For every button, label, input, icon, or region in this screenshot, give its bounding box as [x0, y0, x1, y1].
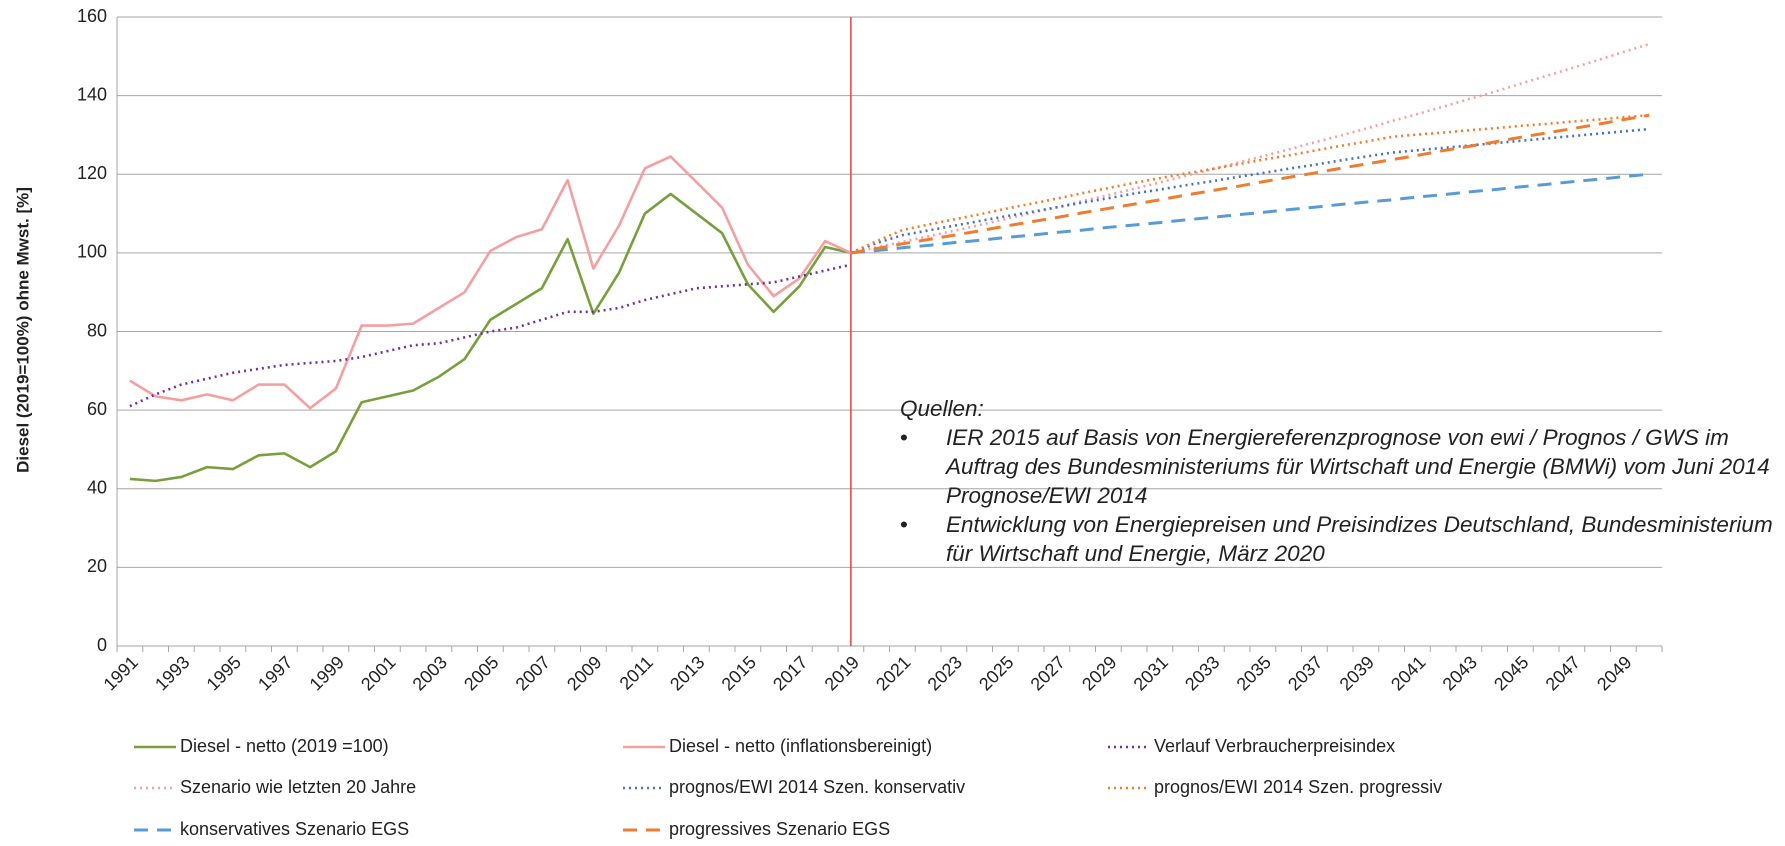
y-tick-label: 160	[77, 6, 107, 26]
legend-label: Diesel - netto (inflationsbereinigt)	[669, 736, 932, 756]
x-tick-label: 2003	[409, 652, 451, 694]
x-tick-label: 2015	[718, 652, 760, 694]
annotation-title: Quellen:	[900, 396, 984, 421]
y-tick-label: 0	[97, 635, 107, 655]
legend-label: konservatives Szenario EGS	[180, 819, 409, 839]
legend-label: Verlauf Verbraucherpreisindex	[1154, 736, 1395, 756]
y-tick-label: 140	[77, 84, 107, 104]
legend-label: prognos/EWI 2014 Szen. progressiv	[1154, 777, 1442, 797]
legend-label: Diesel - netto (2019 =100)	[180, 736, 389, 756]
x-tick-label: 2045	[1490, 652, 1532, 694]
annotation-item: IER 2015 auf Basis von Energiereferenzpr…	[900, 423, 1780, 510]
series-line	[850, 127, 1650, 255]
x-tick-label: 1999	[306, 652, 348, 694]
x-tick-label: 2033	[1181, 652, 1223, 694]
x-tick-label: 2043	[1439, 652, 1481, 694]
x-tick-label: 2025	[975, 652, 1017, 694]
y-tick-label: 80	[87, 320, 107, 340]
x-tick-label: 2039	[1336, 652, 1378, 694]
x-tick-label: 1997	[254, 652, 296, 694]
y-tick-label: 40	[87, 478, 107, 498]
x-tick-label: 2007	[512, 652, 554, 694]
legend-label: prognos/EWI 2014 Szen. konservativ	[669, 777, 965, 797]
y-axis-label: Diesel (2019=100%) ohne Mwst. [%]	[13, 187, 32, 473]
x-tick-label: 2023	[924, 652, 966, 694]
series-line	[850, 42, 1650, 255]
x-tick-label: 2035	[1233, 652, 1275, 694]
y-tick-label: 100	[77, 242, 107, 262]
x-tick-label: 2019	[821, 652, 863, 694]
annotation-item: Entwicklung von Energiepreisen und Preis…	[900, 510, 1780, 568]
x-tick-label: 2031	[1130, 652, 1172, 694]
legend-label: progressives Szenario EGS	[669, 819, 890, 839]
x-tick-label: 2021	[872, 652, 914, 694]
legend-label: Szenario wie letzten 20 Jahre	[180, 777, 416, 797]
x-tick-label: 2029	[1078, 652, 1120, 694]
annotation: Quellen: IER 2015 auf Basis von Energier…	[900, 394, 1780, 568]
x-tick-label: 2049	[1593, 652, 1635, 694]
annotation-list: IER 2015 auf Basis von Energiereferenzpr…	[900, 423, 1780, 568]
series-line	[129, 155, 852, 410]
x-tick-label: 1993	[151, 652, 193, 694]
series-line	[850, 113, 1650, 255]
x-tick-label: 2041	[1387, 652, 1429, 694]
series-line	[129, 263, 852, 408]
y-tick-label: 120	[77, 163, 107, 183]
x-tick-label: 2013	[666, 652, 708, 694]
x-tick-label: 2027	[1027, 652, 1069, 694]
x-tick-label: 1991	[100, 652, 142, 694]
x-tick-label: 2011	[616, 652, 658, 694]
series-line	[850, 172, 1650, 255]
x-tick-label: 2047	[1542, 652, 1584, 694]
series-line	[850, 113, 1650, 255]
x-tick-label: 2017	[769, 652, 811, 694]
x-tick-label: 2005	[460, 652, 502, 694]
x-tick-label: 2037	[1284, 652, 1326, 694]
x-tick-label: 2009	[563, 652, 605, 694]
series-line	[129, 192, 852, 483]
y-tick-label: 60	[87, 399, 107, 419]
x-tick-label: 2001	[357, 652, 399, 694]
x-tick-label: 1995	[203, 652, 245, 694]
y-tick-label: 20	[87, 556, 107, 576]
